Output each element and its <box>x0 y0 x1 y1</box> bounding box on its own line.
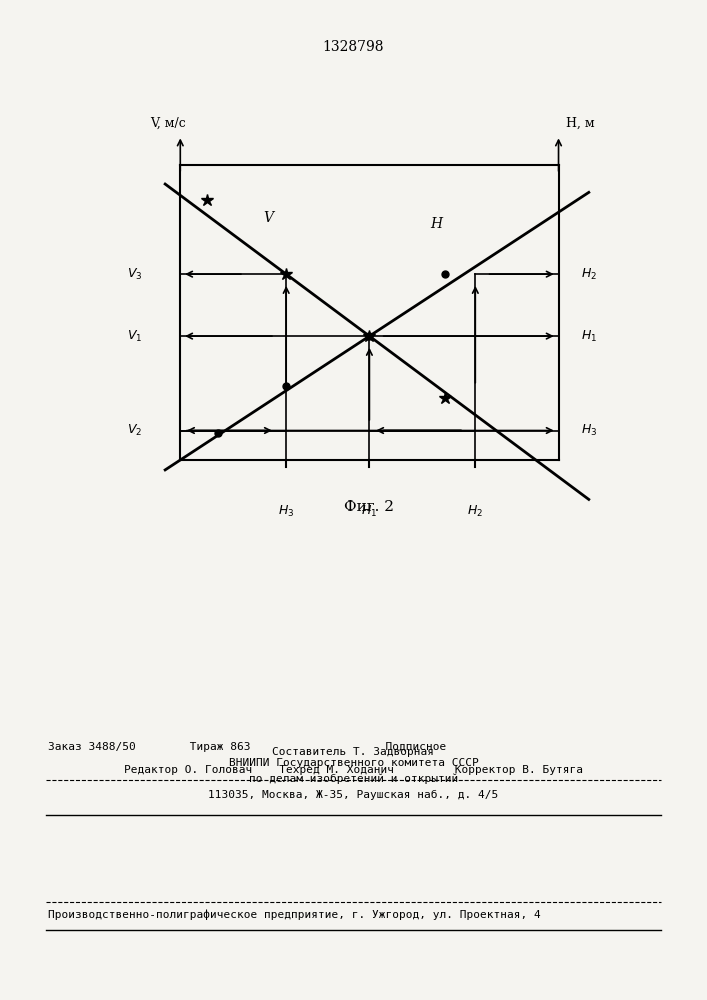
Text: $V_3$: $V_3$ <box>127 267 143 282</box>
Text: $V_1$: $V_1$ <box>127 329 143 344</box>
Text: 1328798: 1328798 <box>323 40 384 54</box>
Text: V, м/с: V, м/с <box>150 117 186 130</box>
Text: $H_2$: $H_2$ <box>581 267 597 282</box>
Text: Составитель Т. Задворная: Составитель Т. Задворная <box>272 747 435 757</box>
Text: V: V <box>264 211 274 225</box>
Text: Производственно-полиграфическое предприятие, г. Ужгород, ул. Проектная, 4: Производственно-полиграфическое предприя… <box>48 910 541 920</box>
Text: H, м: H, м <box>566 117 595 130</box>
Text: H: H <box>430 217 442 231</box>
Text: Заказ 3488/50        Тираж 863                    Подписное: Заказ 3488/50 Тираж 863 Подписное <box>48 742 446 752</box>
Text: $H_2$: $H_2$ <box>467 504 484 519</box>
Text: 113035, Москва, Ж-35, Раушская наб., д. 4/5: 113035, Москва, Ж-35, Раушская наб., д. … <box>209 790 498 800</box>
Text: по делам изобретений и открытий: по делам изобретений и открытий <box>249 774 458 784</box>
Text: $H_3$: $H_3$ <box>278 504 294 519</box>
Text: $H_1$: $H_1$ <box>361 504 378 519</box>
Text: $V_2$: $V_2$ <box>127 423 143 438</box>
Text: $H_1$: $H_1$ <box>581 329 597 344</box>
Text: Редактор О. Головач    Техред М. Ходанич         Корректор В. Бутяга: Редактор О. Головач Техред М. Ходанич Ко… <box>124 765 583 775</box>
Text: ВНИИПИ Государственного комитета СССР: ВНИИПИ Государственного комитета СССР <box>228 758 479 768</box>
Text: $H_3$: $H_3$ <box>581 423 597 438</box>
Text: Фиг. 2: Фиг. 2 <box>344 500 395 514</box>
